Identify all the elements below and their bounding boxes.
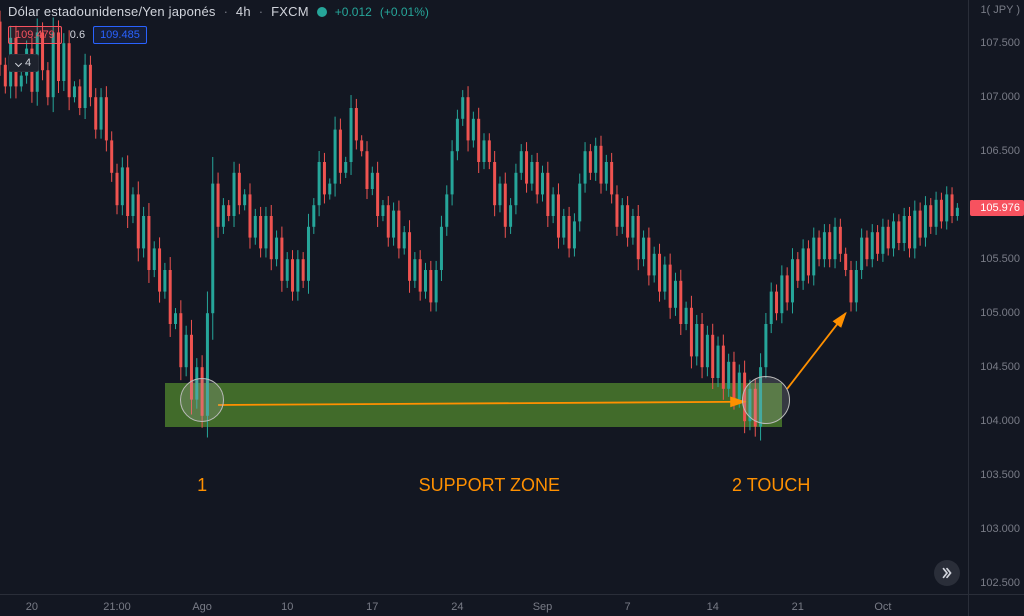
price-tick: 106.500 [980,145,1020,157]
price-axis[interactable]: 1( JPY ) 107.500107.000106.500106.000105… [968,0,1024,594]
time-tick: 24 [451,601,463,613]
chevron-down-icon [15,59,22,66]
go-to-realtime-button[interactable] [934,560,960,586]
dot-sep: · [224,4,228,19]
plot-area[interactable]: 1 SUPPORT ZONE 2 TOUCH [0,0,968,594]
symbol-title[interactable]: Dólar estadounidense/Yen japonés [8,4,216,19]
time-tick: 14 [707,601,719,613]
time-tick: Sep [533,601,553,613]
symbol-header: Dólar estadounidense/Yen japonés · 4h · … [8,4,429,19]
price-tick: 107.000 [980,91,1020,103]
chevrons-right-icon [940,566,954,580]
price-tick: 105.500 [980,253,1020,265]
ask-price-badge[interactable]: 109.485 [93,26,147,44]
price-badges: 109.479 0.6 109.485 [8,26,147,44]
change-pct: (+0.01%) [380,5,429,19]
exchange[interactable]: FXCM [271,4,309,19]
price-tick: 103.000 [980,523,1020,535]
market-status-icon [317,7,327,17]
chart-container: Dólar estadounidense/Yen japonés · 4h · … [0,0,1024,616]
price-tick: 103.500 [980,469,1020,481]
price-tick: 104.500 [980,361,1020,373]
touch-circle-1[interactable] [180,378,224,422]
touch-circle-2[interactable] [742,376,790,424]
bid-price-badge[interactable]: 109.479 [8,26,62,44]
axis-unit: 1( JPY ) [980,4,1020,16]
time-tick: 7 [625,601,631,613]
spread-value: 0.6 [70,29,85,41]
time-tick: 17 [366,601,378,613]
time-tick: Ago [192,601,212,613]
trend-arrow[interactable] [218,402,745,405]
indicator-count: 4 [25,57,31,69]
time-tick: 10 [281,601,293,613]
trend-arrow[interactable] [787,313,846,389]
annotation-text[interactable]: 1 [197,475,207,496]
time-tick: 21 [792,601,804,613]
annotation-text[interactable]: SUPPORT ZONE [419,475,560,496]
axis-corner [968,594,1024,616]
price-tick: 105.000 [980,307,1020,319]
dot-sep: · [259,4,263,19]
indicator-collapse-button[interactable]: 4 [8,54,39,72]
price-tick: 107.500 [980,37,1020,49]
time-tick: Oct [874,601,891,613]
time-tick: 20 [26,601,38,613]
price-tick: 104.000 [980,415,1020,427]
interval[interactable]: 4h [236,4,251,19]
change-abs: +0.012 [335,5,372,19]
price-tick: 102.500 [980,577,1020,589]
last-price-tag: 105.976 [970,200,1024,216]
time-axis[interactable]: 20 21:00 Ago 10 17 24 Sep 7 14 21 Oct [0,594,968,616]
annotation-text[interactable]: 2 TOUCH [732,475,810,496]
time-tick: 21:00 [103,601,131,613]
arrows-layer [0,0,968,594]
